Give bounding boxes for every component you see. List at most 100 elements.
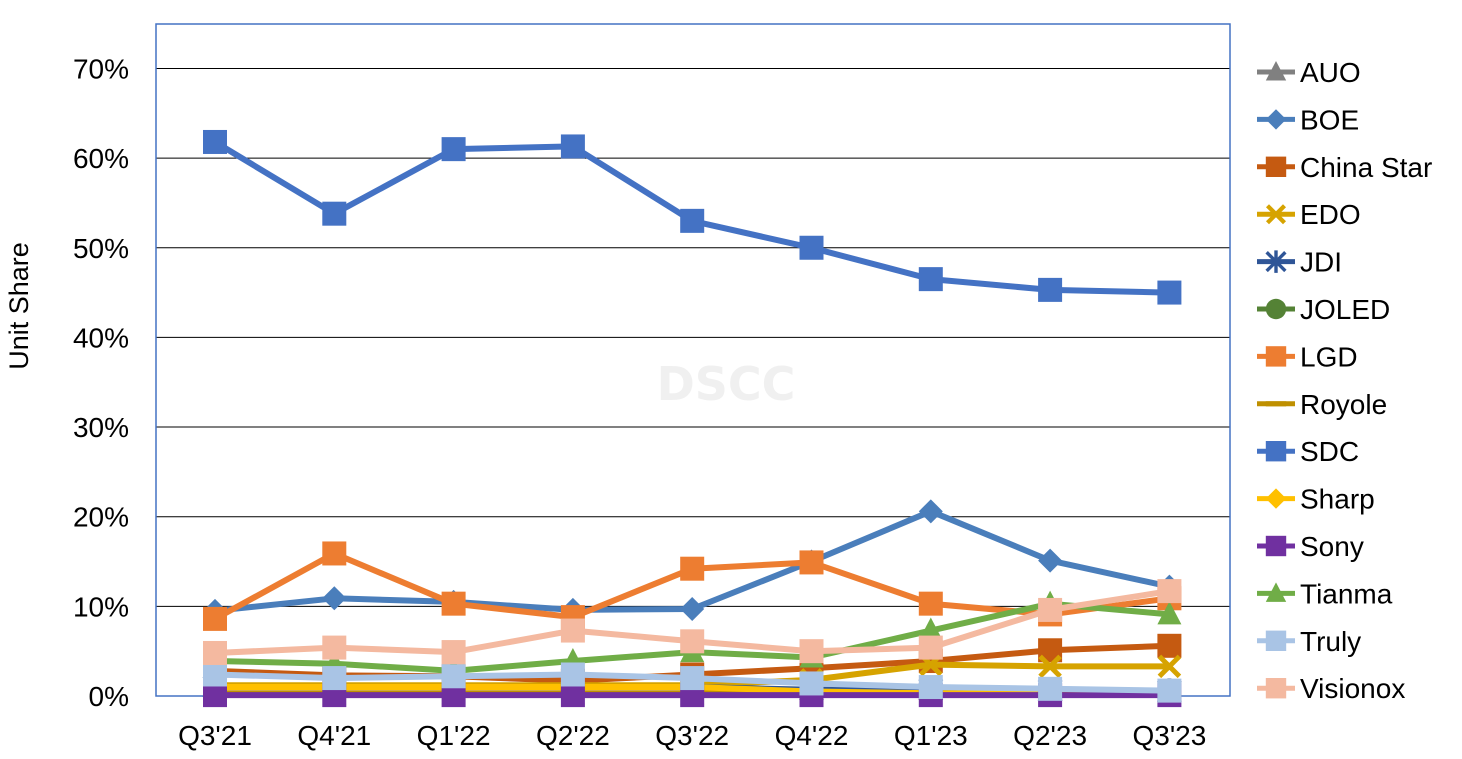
data-point-visionox [322, 635, 347, 660]
legend-item-sharp: Sharp [1257, 484, 1375, 515]
data-point-boe [1038, 548, 1063, 573]
data-point-truly [680, 666, 705, 691]
x-tick-label: Q2'22 [536, 720, 610, 751]
y-axis-ticks: 0% 10% 20% 30% 40% 50% 60% 70% [73, 53, 129, 712]
legend-marker-sdc [1265, 441, 1287, 462]
y-tick-label: 50% [73, 233, 129, 264]
data-point-truly [799, 671, 824, 696]
x-tick-label: Q3'23 [1132, 720, 1206, 751]
data-point-boe [918, 499, 943, 524]
legend-item-jdi: JDI [1257, 247, 1342, 278]
series-visionox [203, 579, 1182, 665]
data-point-visionox [441, 640, 466, 665]
series-layer [202, 129, 1182, 708]
legend-marker-lgd [1265, 346, 1287, 367]
legend-label-auo: AUO [1300, 57, 1361, 88]
data-point-sdc [680, 208, 705, 233]
legend-marker-joled [1265, 298, 1287, 320]
data-point-visionox [1157, 579, 1182, 604]
data-point-tianma [1157, 601, 1182, 625]
legend-marker-jdi [1265, 250, 1287, 273]
data-point-edo [1038, 654, 1062, 679]
legend-marker-royole [1265, 401, 1287, 407]
data-point-sdc [322, 201, 347, 226]
data-point-edo [1157, 654, 1182, 679]
data-point-lgd [799, 550, 824, 575]
y-tick-label: 30% [73, 412, 129, 443]
data-point-visionox [918, 635, 943, 660]
x-tick-label: Q4'21 [297, 720, 371, 751]
legend-item-boe: BOE [1257, 104, 1359, 135]
legend-item-edo: EDO [1257, 199, 1361, 230]
data-point-lgd [322, 541, 347, 566]
legend-label-china-star: China Star [1300, 152, 1432, 183]
x-tick-label: Q1'23 [894, 720, 968, 751]
watermark: DSCC [657, 357, 796, 411]
y-tick-label: 40% [73, 322, 129, 353]
data-point-sdc [560, 134, 585, 159]
x-tick-label: Q3'22 [655, 720, 729, 751]
data-point-lgd [918, 591, 943, 616]
legend-item-tianma: Tianma [1257, 578, 1393, 609]
series-sdc [203, 129, 1182, 305]
data-point-lgd [203, 606, 227, 631]
data-point-truly [1038, 676, 1063, 701]
y-axis-title: Unit Share [4, 242, 34, 370]
x-tick-label: Q1'22 [417, 720, 491, 751]
legend-item-lgd: LGD [1257, 341, 1358, 372]
legend-item-visionox: Visionox [1257, 673, 1405, 704]
series-truly [203, 662, 1182, 703]
data-point-truly [1157, 678, 1182, 703]
data-point-lgd [680, 556, 705, 581]
legend-label-sdc: SDC [1300, 436, 1359, 467]
data-point-sony [203, 683, 227, 708]
data-point-visionox [680, 629, 705, 654]
x-axis-ticks: Q3'21 Q4'21 Q1'22 Q2'22 Q3'22 Q4'22 Q1'23 Q2'23… [178, 720, 1206, 751]
y-tick-label: 0% [89, 681, 129, 712]
data-point-tianma [918, 617, 943, 641]
data-point-visionox [1038, 597, 1063, 622]
legend-label-lgd: LGD [1300, 341, 1358, 372]
x-tick-label: Q2'23 [1013, 720, 1087, 751]
legend-label-tianma: Tianma [1300, 578, 1393, 609]
legend-marker-sharp [1265, 488, 1287, 509]
data-point-sdc [1038, 277, 1063, 302]
legend-marker-auo [1265, 60, 1287, 81]
legend-item-truly: Truly [1257, 626, 1361, 657]
data-point-visionox [560, 618, 585, 643]
legend: AUO BOE China Star EDO JDI JOLED LGD Royole SDC S… [1257, 57, 1432, 704]
legend-marker-boe [1265, 109, 1287, 130]
data-point-china-star [1157, 633, 1182, 658]
data-point-truly [560, 662, 585, 687]
legend-label-edo: EDO [1300, 199, 1361, 230]
legend-label-boe: BOE [1300, 104, 1359, 135]
x-tick-label: Q3'21 [178, 720, 252, 751]
legend-label-visionox: Visionox [1300, 673, 1405, 704]
legend-label-royole: Royole [1300, 389, 1387, 420]
legend-item-sony: Sony [1257, 531, 1364, 562]
data-point-boe [322, 586, 347, 611]
legend-label-truly: Truly [1300, 626, 1361, 657]
legend-item-china-star: China Star [1257, 152, 1432, 183]
data-point-truly [322, 666, 347, 691]
data-point-sdc [1157, 280, 1182, 305]
data-point-truly [918, 675, 943, 700]
data-point-truly [441, 664, 466, 689]
legend-marker-truly [1265, 630, 1287, 651]
legend-item-sdc: SDC [1257, 436, 1359, 467]
data-point-sdc [918, 267, 943, 292]
x-tick-label: Q4'22 [775, 720, 849, 751]
y-tick-label: 60% [73, 143, 129, 174]
data-point-lgd [441, 591, 466, 616]
data-point-visionox [203, 640, 227, 665]
data-point-sdc [441, 137, 466, 162]
data-point-sdc [799, 235, 824, 260]
data-point-sdc [203, 129, 227, 154]
data-point-sony [560, 683, 585, 708]
legend-item-auo: AUO [1257, 57, 1361, 88]
data-point-truly [203, 662, 227, 687]
legend-label-joled: JOLED [1300, 294, 1390, 325]
legend-label-jdi: JDI [1300, 247, 1342, 278]
